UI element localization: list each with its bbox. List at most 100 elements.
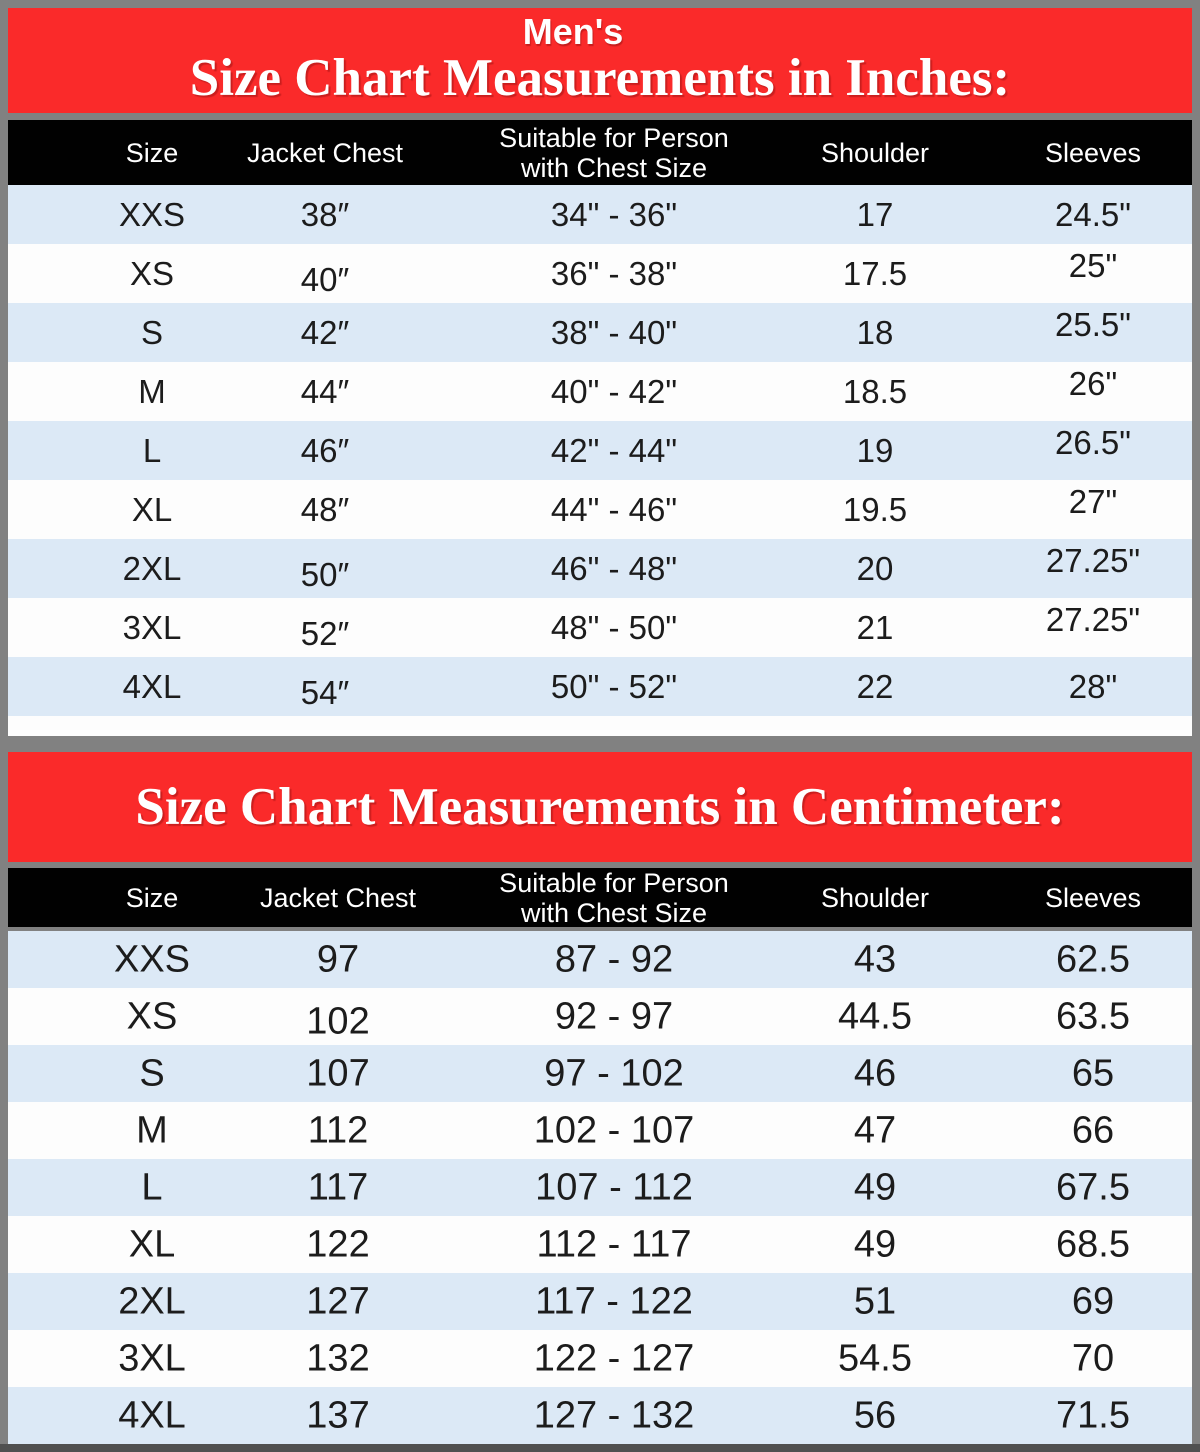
table-cell-sleeves: 28" [1068, 667, 1118, 705]
table-cell-sleeves: 63.5 [1056, 995, 1130, 1037]
table-cell-jacket-chest: 42″ [300, 313, 350, 351]
table-cell-sleeves: 65 [1071, 1052, 1115, 1094]
table-cell-jacket-chest: 46″ [300, 431, 350, 469]
table-centimeter: Size Jacket Chest Suitable for Person with… [8, 867, 1192, 1444]
table-row-4xl: 4XL 54″ 50" - 52" 22 28" [8, 657, 1192, 716]
table-cell-jacket-chest: 44″ [300, 372, 350, 410]
banner-pretitle-mens: Men's [522, 11, 624, 52]
bottom-border [0, 1444, 1200, 1452]
table-cell-size: XL [131, 490, 173, 528]
table-cell-shoulder: 21 [856, 608, 894, 646]
table-inches-body: XXS 38″ 34" - 36" 17 24.5" XS 40″ 36" - 38" 17.5… [8, 185, 1192, 716]
column-header-size: Size [125, 137, 179, 168]
banner-inches: Men's Size Chart Measurements in Inches: [8, 8, 1192, 113]
table-cell-sleeves: 24.5" [1055, 195, 1131, 233]
table-cell-sleeves: 68.5 [1056, 1223, 1130, 1265]
table-cell-size: XS [129, 254, 175, 292]
column-header-sleeves: Sleeves [1044, 137, 1142, 168]
table-cell-shoulder: 22 [856, 667, 894, 705]
table-cell-size: 3XL [122, 608, 182, 646]
table-row-s: S 42″ 38" - 40" 18 25.5" [8, 303, 1192, 362]
table-cell-jacket-chest: 107 [306, 1052, 370, 1094]
table-cell-jacket-chest: 127 [306, 1280, 370, 1322]
table-cell-size: S [139, 1052, 165, 1094]
table-cell-size: XXS [113, 938, 191, 980]
table-cell-shoulder: 17 [856, 195, 894, 233]
table-cell-sleeves: 26.5" [1055, 423, 1131, 461]
table-row-3xl: 3XL 52″ 48" - 50" 21 27.25" [8, 598, 1192, 657]
table-cell-size: M [138, 372, 166, 410]
table-cell-jacket-chest: 38″ [300, 195, 350, 233]
table-cell-chest-range: 87 - 92 [554, 938, 674, 980]
table-cell-chest-range: 44" - 46" [550, 490, 678, 528]
table-cell-chest-range: 40" - 42" [550, 372, 678, 410]
table-cell-size: L [142, 431, 162, 469]
table-row-xxs: XXS 38″ 34" - 36" 17 24.5" [8, 185, 1192, 244]
table-cell-sleeves: 27.25" [1045, 600, 1141, 638]
table-cell-shoulder: 49 [853, 1166, 897, 1208]
table-cell-size: 2XL [118, 1280, 186, 1322]
table-cell-shoulder: 51 [853, 1280, 897, 1322]
table-inches-bottom-pad [8, 716, 1192, 736]
table-cell-size: 2XL [122, 549, 182, 587]
table-row-m: M 112 102 - 107 47 66 [8, 1102, 1192, 1159]
table-row-xs: XS 40″ 36" - 38" 17.5 25" [8, 244, 1192, 303]
table-cell-size: M [136, 1109, 168, 1151]
table-cell-sleeves: 67.5 [1056, 1166, 1130, 1208]
banner-title-inches: Size Chart Measurements in Inches: [189, 49, 1011, 107]
table-cell-jacket-chest: 40″ [300, 260, 350, 298]
column-header-sleeves: Sleeves [1044, 882, 1142, 913]
column-header-chest-range: Suitable for Person with Chest Size [499, 122, 729, 183]
table-cell-jacket-chest: 54″ [300, 673, 350, 711]
column-header-size: Size [125, 882, 179, 913]
table-cell-shoulder: 17.5 [842, 254, 908, 292]
table-cell-shoulder: 44.5 [838, 995, 912, 1037]
table-cell-chest-range: 48" - 50" [550, 608, 678, 646]
table-cell-sleeves: 69 [1071, 1280, 1115, 1322]
table-cell-shoulder: 19.5 [842, 490, 908, 528]
table-cell-chest-range: 97 - 102 [544, 1052, 684, 1094]
table-cell-shoulder: 18.5 [842, 372, 908, 410]
table-cell-sleeves: 71.5 [1056, 1394, 1130, 1436]
table-cell-sleeves: 26" [1068, 364, 1118, 402]
table-row-xxs: XXS 97 87 - 92 43 62.5 [8, 931, 1192, 988]
table-cell-shoulder: 43 [853, 938, 897, 980]
table-cell-shoulder: 20 [856, 549, 894, 587]
table-cell-jacket-chest: 48″ [300, 490, 350, 528]
table-row-xl: XL 48″ 44" - 46" 19.5 27" [8, 480, 1192, 539]
table-cell-chest-range: 102 - 107 [533, 1109, 695, 1151]
table-cell-shoulder: 47 [853, 1109, 897, 1151]
table-row-m: M 44″ 40" - 42" 18.5 26" [8, 362, 1192, 421]
table-cell-jacket-chest: 52″ [300, 614, 350, 652]
table-row-2xl: 2XL 50″ 46" - 48" 20 27.25" [8, 539, 1192, 598]
column-header-jacket-chest: Jacket Chest [259, 882, 417, 913]
column-header-shoulder: Shoulder [820, 882, 930, 913]
table-row-s: S 107 97 - 102 46 65 [8, 1045, 1192, 1102]
column-header-jacket-chest: Jacket Chest [246, 137, 404, 168]
table-cell-shoulder: 49 [853, 1223, 897, 1265]
table-cell-jacket-chest: 97 [316, 938, 360, 980]
table-row-l: L 46″ 42" - 44" 19 26.5" [8, 421, 1192, 480]
table-cell-chest-range: 34" - 36" [550, 195, 678, 233]
table-cell-chest-range: 122 - 127 [533, 1337, 695, 1379]
table-cell-chest-range: 92 - 97 [554, 995, 674, 1037]
table-cell-jacket-chest: 137 [306, 1394, 370, 1436]
table-cell-jacket-chest: 122 [306, 1223, 370, 1265]
table-cell-jacket-chest: 117 [307, 1166, 369, 1208]
table-cell-jacket-chest: 50″ [300, 555, 350, 593]
divider [8, 736, 1192, 752]
table-cell-sleeves: 25.5" [1055, 305, 1131, 343]
table-cell-chest-range: 107 - 112 [535, 1166, 693, 1208]
table-cell-chest-range: 112 - 117 [536, 1223, 692, 1265]
table-row-4xl: 4XL 137 127 - 132 56 71.5 [8, 1387, 1192, 1444]
table-cell-shoulder: 54.5 [838, 1337, 912, 1379]
banner-centimeter: Size Chart Measurements in Centimeter: [8, 752, 1192, 862]
table-cell-sleeves: 25" [1068, 246, 1118, 284]
table-row-xs: XS 102 92 - 97 44.5 63.5 [8, 988, 1192, 1045]
table-row-2xl: 2XL 127 117 - 122 51 69 [8, 1273, 1192, 1330]
table-cell-shoulder: 19 [856, 431, 894, 469]
table-cell-jacket-chest: 132 [306, 1337, 370, 1379]
banner-title-centimeter: Size Chart Measurements in Centimeter: [135, 778, 1065, 836]
